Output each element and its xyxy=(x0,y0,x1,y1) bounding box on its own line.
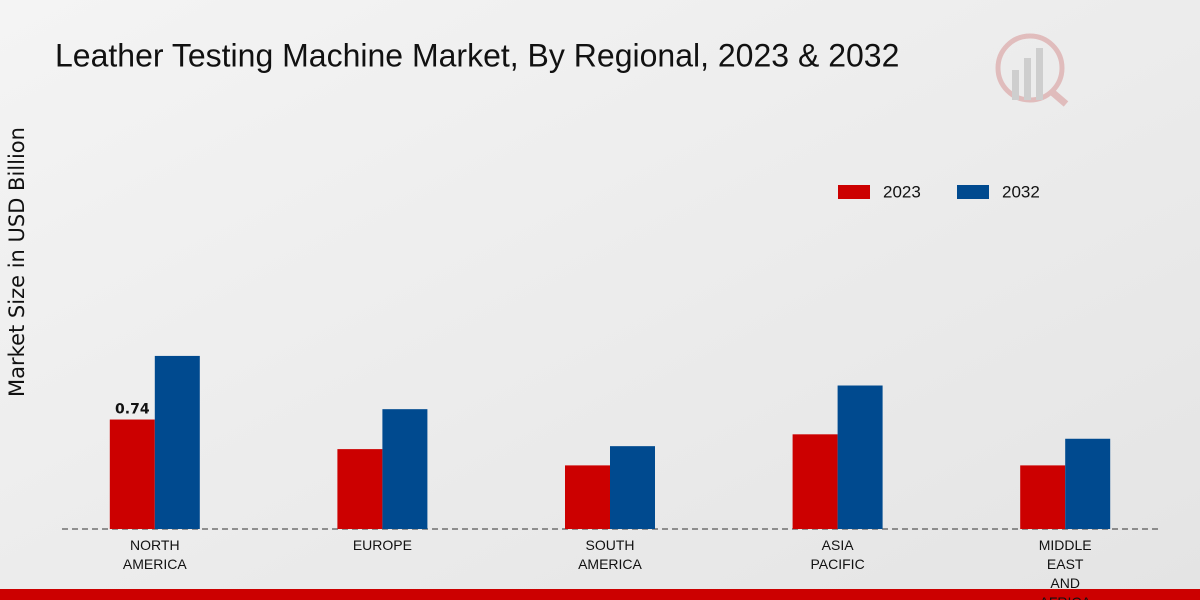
x-tick-label: EUROPE xyxy=(353,537,412,553)
bar xyxy=(792,434,838,529)
x-tick-label: MIDDLEEASTANDAFRICA xyxy=(1039,537,1092,600)
y-axis-label: Market Size in USD Billion xyxy=(5,127,29,397)
legend-swatch xyxy=(957,185,989,199)
x-tick-label: ASIA PACIFIC xyxy=(810,537,864,572)
footer-strip xyxy=(0,589,1200,600)
bar xyxy=(837,385,883,529)
legend-swatch xyxy=(838,185,870,199)
chart-title: Leather Testing Machine Market, By Regio… xyxy=(55,37,899,73)
bar xyxy=(109,419,155,529)
value-label: 0.74 xyxy=(115,402,150,418)
x-tick-label: SOUTH AMERICA xyxy=(578,537,642,572)
bar xyxy=(565,465,610,529)
logo xyxy=(995,33,1069,107)
bar xyxy=(154,355,200,529)
x-tick-label: NORTH AMERICA xyxy=(123,537,187,572)
bar xyxy=(1065,438,1111,529)
legend-label: 2023 xyxy=(883,182,921,201)
bar xyxy=(610,446,655,529)
legend-label: 2032 xyxy=(1002,182,1040,201)
bar xyxy=(1020,465,1066,529)
bar xyxy=(382,409,428,529)
bar xyxy=(337,449,383,529)
